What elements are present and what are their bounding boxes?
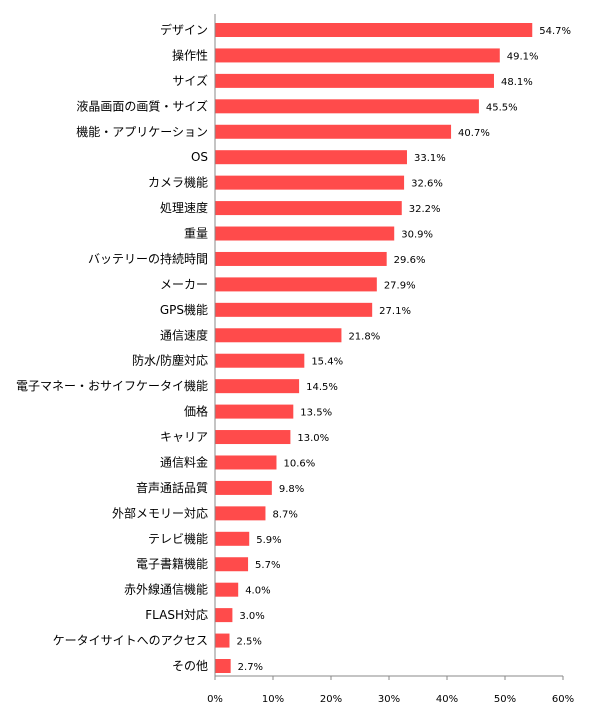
value-label: 2.7% — [238, 662, 263, 673]
category-label: カメラ機能 — [148, 175, 208, 190]
value-label: 27.9% — [384, 280, 416, 291]
category-label: 操作性 — [172, 47, 208, 62]
category-label: キャリア — [160, 430, 208, 444]
category-label: 価格 — [184, 404, 208, 419]
bar — [215, 150, 407, 165]
value-label: 21.8% — [348, 331, 380, 342]
category-label: 電子書籍機能 — [136, 556, 208, 571]
bar — [215, 480, 272, 495]
bar — [215, 124, 452, 139]
value-label: 40.7% — [458, 128, 490, 139]
value-label: 5.7% — [255, 560, 280, 571]
bar — [215, 23, 533, 37]
category-label: 処理速度 — [160, 200, 208, 215]
category-label: ケータイサイトへのアクセス — [53, 634, 208, 648]
bar — [215, 379, 300, 394]
bar — [215, 328, 342, 343]
value-label: 48.1% — [501, 77, 533, 88]
x-tick-label: 50% — [494, 694, 516, 705]
category-label: サイズ — [172, 73, 208, 88]
x-tick-label: 30% — [378, 694, 400, 705]
category-label: 機能・アプリケーション — [76, 124, 208, 139]
value-label: 13.5% — [300, 408, 332, 419]
bar — [215, 633, 230, 648]
category-label: 外部メモリー対応 — [112, 505, 208, 520]
x-axis: 0% 10% 20% 30% 40% 50% 60% — [207, 14, 574, 705]
category-label: 防水/防塵対応 — [132, 353, 208, 368]
bar — [215, 557, 249, 572]
category-label: 電子マネー・おサイフケータイ機能 — [16, 378, 208, 393]
value-label: 49.1% — [507, 51, 539, 62]
value-label: 10.6% — [283, 458, 315, 469]
value-label: 4.0% — [245, 586, 270, 597]
value-label: 15.4% — [311, 357, 343, 368]
category-label: その他 — [172, 659, 208, 673]
value-label: 45.5% — [486, 102, 518, 113]
bars-group — [215, 23, 533, 673]
value-label: 2.5% — [237, 637, 262, 648]
x-tick-label: 0% — [207, 694, 223, 705]
value-label: 32.6% — [411, 179, 443, 190]
x-tick-label: 20% — [320, 694, 342, 705]
category-label: FLASH対応 — [145, 608, 208, 622]
category-label: デザイン — [160, 22, 208, 37]
bar — [215, 608, 233, 623]
category-label: テレビ機能 — [148, 531, 208, 546]
x-tick-label: 40% — [436, 694, 458, 705]
value-label: 14.5% — [306, 382, 338, 393]
x-tick-label: 60% — [552, 694, 574, 705]
bar — [215, 455, 277, 470]
value-label: 13.0% — [297, 433, 329, 444]
value-labels-group: 54.7% 49.1% 48.1% 45.5% 40.7% 33.1% 32.6% 32.2%… — [237, 26, 572, 673]
value-label: 54.7% — [539, 26, 571, 37]
category-label: 通信速度 — [160, 327, 208, 342]
category-label: GPS機能 — [160, 302, 208, 317]
value-label: 29.6% — [394, 255, 426, 266]
category-label: OS — [191, 150, 208, 164]
bar — [215, 582, 239, 597]
bar — [215, 430, 291, 445]
bar — [215, 506, 266, 521]
x-tick-label: 10% — [262, 694, 284, 705]
category-label: バッテリーの持続時間 — [88, 251, 208, 266]
category-label: 液晶画面の画質・サイズ — [76, 98, 208, 113]
bar — [215, 531, 250, 546]
bar — [215, 277, 377, 292]
value-label: 32.2% — [409, 204, 441, 215]
bar — [215, 48, 500, 63]
bar — [215, 175, 405, 190]
value-label: 5.9% — [256, 535, 281, 546]
value-label: 30.9% — [401, 230, 433, 241]
category-label: 重量 — [184, 227, 208, 241]
bar — [215, 302, 373, 317]
value-label: 3.0% — [239, 611, 264, 622]
bar — [215, 99, 479, 114]
value-label: 33.1% — [414, 153, 446, 164]
bar — [215, 659, 231, 673]
value-label: 27.1% — [379, 306, 411, 317]
category-label: 音声通話品質 — [136, 480, 208, 495]
category-label: メーカー — [160, 277, 208, 291]
bar — [215, 73, 494, 88]
bar — [215, 404, 294, 419]
bar — [215, 353, 305, 368]
value-label: 9.8% — [279, 484, 304, 495]
category-label: 通信料金 — [160, 454, 208, 469]
value-label: 8.7% — [272, 509, 297, 520]
bar — [215, 226, 395, 241]
category-label: 赤外線通信機能 — [124, 582, 208, 597]
bar — [215, 201, 402, 216]
bar — [215, 251, 387, 266]
